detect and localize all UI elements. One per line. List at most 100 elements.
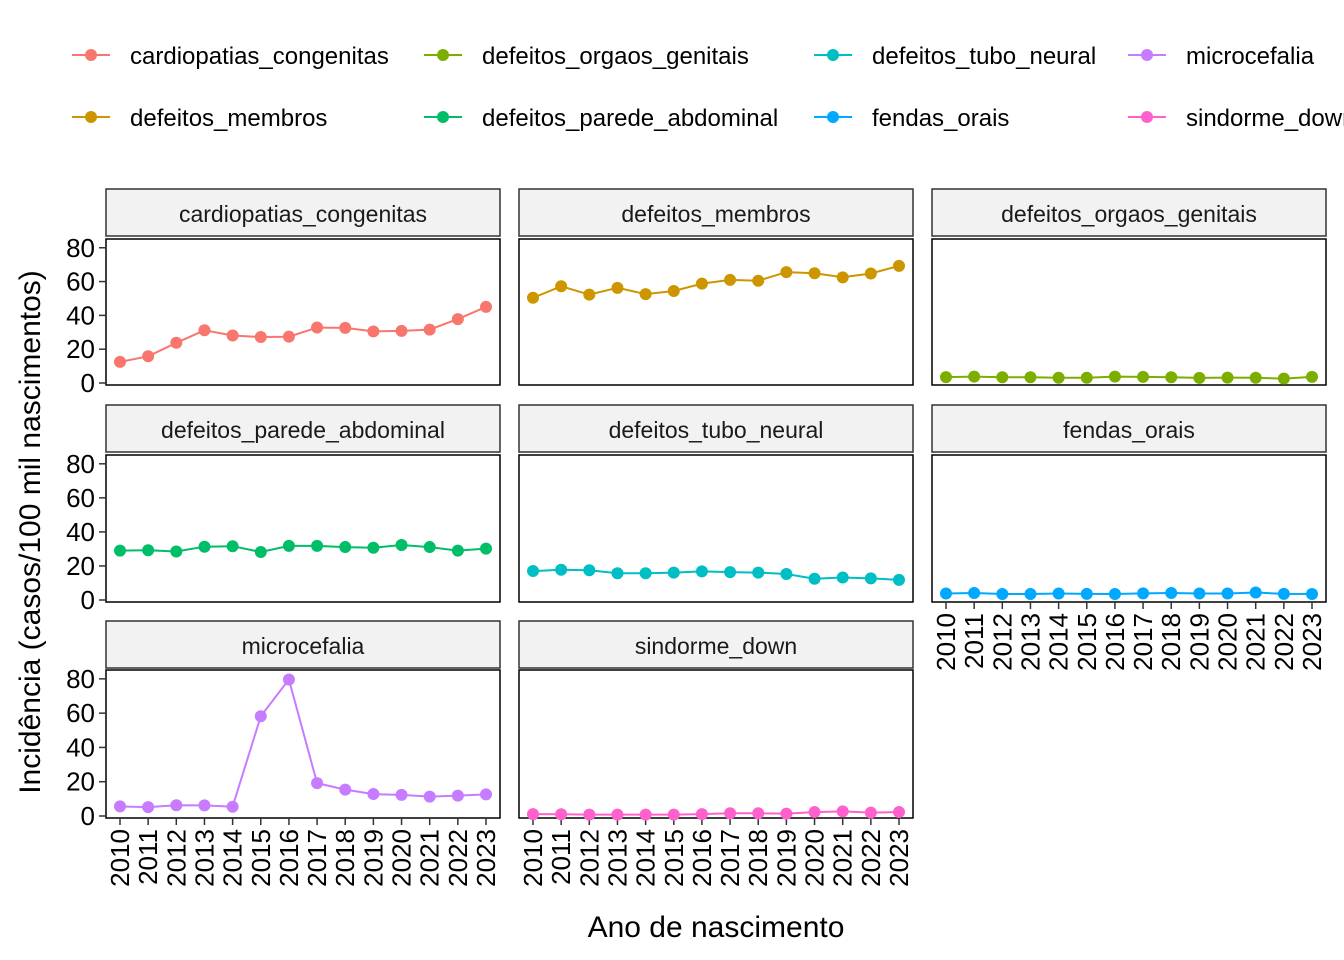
facet-strip-label: defeitos_tubo_neural: [609, 417, 824, 443]
data-point: [808, 572, 821, 585]
data-point: [1080, 587, 1093, 600]
x-tick-label: 2023: [884, 829, 914, 887]
data-point: [142, 544, 155, 557]
data-point: [667, 285, 680, 298]
data-point: [611, 567, 624, 580]
legend-key-point: [85, 111, 97, 123]
legend-label: cardiopatias_congenitas: [130, 43, 389, 70]
legend-label: defeitos_parede_abdominal: [482, 105, 778, 132]
data-point: [311, 321, 324, 334]
facet-panel-border: [518, 238, 914, 386]
facet-strip-label: defeitos_parede_abdominal: [161, 417, 445, 443]
data-point: [583, 808, 596, 821]
y-tick-label: 20: [66, 767, 95, 797]
x-tick-label: 2017: [715, 829, 745, 887]
data-point: [752, 566, 765, 579]
legend-item: fendas_orais: [814, 105, 1009, 132]
data-point: [667, 566, 680, 579]
data-point: [836, 271, 849, 284]
x-tick-label: 2023: [471, 829, 501, 887]
x-tick-label: 2021: [828, 829, 858, 887]
x-tick-label: 2020: [387, 829, 417, 887]
data-point: [367, 788, 380, 801]
data-point: [1024, 588, 1037, 601]
data-point: [254, 545, 267, 558]
facet-panel-border: [931, 454, 1327, 603]
legend-label: defeitos_membros: [130, 105, 327, 132]
x-tick-label: 2010: [931, 613, 961, 671]
data-point: [836, 571, 849, 584]
x-tick-label: 2013: [602, 829, 632, 887]
data-point: [226, 540, 239, 553]
data-point: [198, 540, 211, 553]
data-point: [724, 273, 737, 286]
data-point: [451, 313, 464, 326]
data-point: [893, 806, 905, 819]
x-tick-label: 2015: [659, 829, 689, 887]
y-tick-label: 60: [66, 267, 95, 297]
facet-panel-border: [105, 454, 501, 603]
data-point: [940, 587, 952, 600]
data-point: [114, 355, 126, 368]
x-tick-label: 2010: [518, 829, 548, 887]
data-point: [142, 350, 155, 363]
data-point: [480, 300, 492, 313]
facet-strip-label: sindorme_down: [635, 633, 797, 659]
legend-item: cardiopatias_congenitas: [72, 43, 389, 70]
y-tick-label: 60: [66, 483, 95, 513]
data-point: [170, 336, 183, 349]
data-point: [752, 274, 765, 287]
data-point: [1052, 371, 1065, 384]
facet-strip: [518, 404, 914, 453]
x-tick-label: 2012: [987, 613, 1017, 671]
data-point: [367, 541, 380, 554]
x-tick-label: 2021: [415, 829, 445, 887]
facet-microcefalia: microcefalia0204060802010201120122013201…: [66, 620, 501, 887]
facet-defeitos_tubo_neural: defeitos_tubo_neural: [518, 404, 914, 603]
data-point: [667, 808, 680, 821]
data-point: [282, 330, 295, 343]
y-tick-label: 0: [81, 801, 95, 831]
facet-strip-label: fendas_orais: [1063, 417, 1195, 443]
data-point: [282, 673, 295, 686]
legend-key-point: [85, 49, 97, 61]
legend-key-point: [827, 49, 839, 61]
data-point: [198, 324, 211, 337]
facet-panel-border: [518, 454, 914, 603]
data-point: [367, 325, 380, 338]
data-point: [583, 288, 596, 301]
data-point: [940, 371, 952, 384]
data-point: [451, 544, 464, 557]
y-tick-label: 80: [66, 449, 95, 479]
y-tick-label: 0: [81, 585, 95, 615]
data-point: [780, 807, 793, 820]
data-point: [555, 563, 568, 576]
legend-key-point: [437, 49, 449, 61]
data-point: [808, 267, 821, 280]
x-tick-label: 2016: [274, 829, 304, 887]
data-point: [1221, 371, 1234, 384]
data-point: [282, 539, 295, 552]
data-point: [114, 544, 126, 557]
x-tick-label: 2014: [1044, 613, 1074, 671]
data-point: [1024, 371, 1037, 384]
data-point: [423, 790, 436, 803]
x-tick-label: 2021: [1241, 613, 1271, 671]
data-point: [198, 799, 211, 812]
facet-strip-label: cardiopatias_congenitas: [179, 201, 427, 227]
x-tick-label: 2019: [771, 829, 801, 887]
data-point: [639, 288, 652, 301]
legend-item: sindorme_down: [1128, 105, 1344, 132]
data-point: [1193, 587, 1206, 600]
data-point: [996, 588, 1009, 601]
legend-label: defeitos_orgaos_genitais: [482, 43, 749, 70]
data-point: [1052, 587, 1065, 600]
y-tick-label: 40: [66, 732, 95, 762]
x-tick-label: 2011: [959, 613, 989, 669]
data-point: [1165, 371, 1178, 384]
data-point: [423, 323, 436, 336]
x-tick-label: 2011: [133, 829, 163, 885]
x-tick-label: 2020: [1213, 613, 1243, 671]
data-point: [1277, 372, 1290, 385]
legend-item: defeitos_parede_abdominal: [424, 105, 778, 132]
